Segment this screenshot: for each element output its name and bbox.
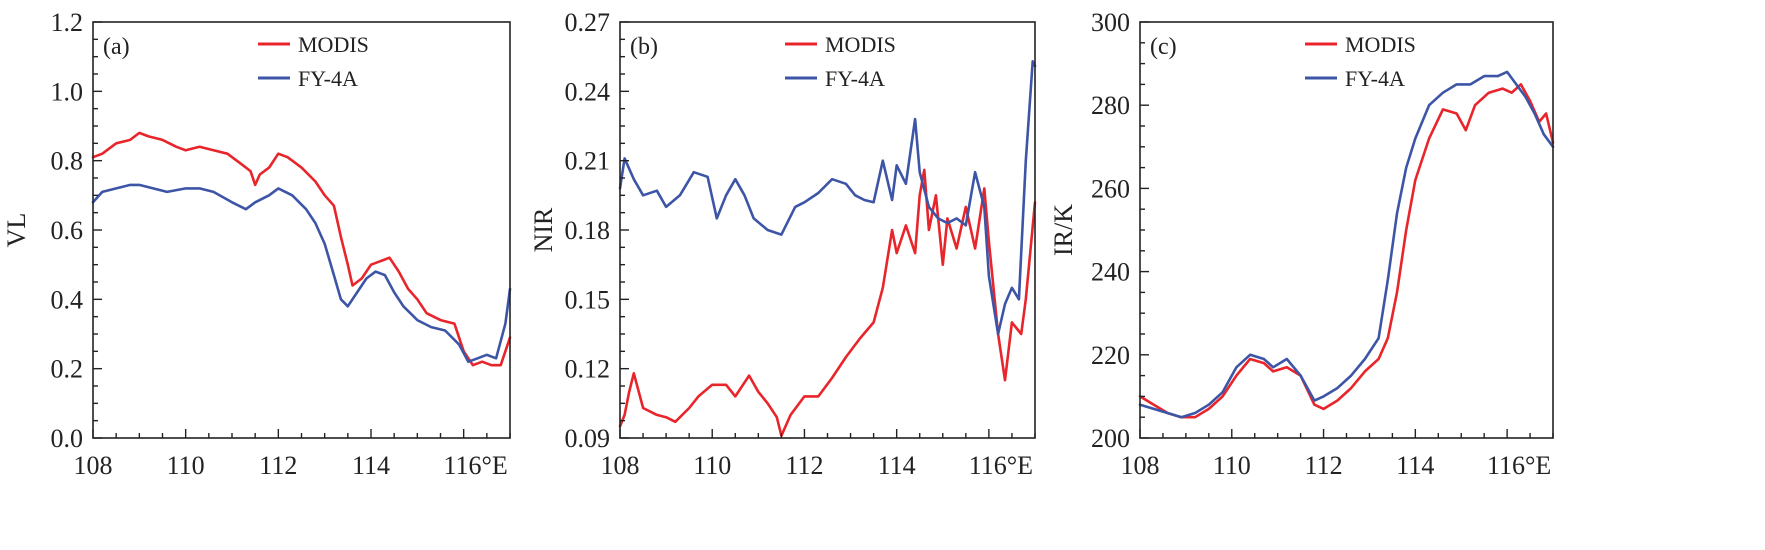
y-tick-label: 1.0 bbox=[51, 77, 84, 106]
y-tick-label: 0.27 bbox=[565, 8, 611, 37]
x-tick-label: 114 bbox=[352, 451, 390, 480]
panel-label: (b) bbox=[630, 34, 658, 60]
legend: MODIS FY-4A bbox=[1305, 32, 1416, 91]
y-tick-label: 0.15 bbox=[565, 285, 611, 314]
y-tick-label: 0.09 bbox=[565, 424, 611, 453]
y-tick-label: 0.0 bbox=[51, 424, 84, 453]
x-tick-label: 108 bbox=[601, 451, 640, 480]
y-tick-label: 0.2 bbox=[51, 355, 84, 384]
series-line-fy4a bbox=[618, 59, 1037, 336]
y-axis-label: VL bbox=[2, 213, 31, 248]
series-line-modis bbox=[91, 131, 512, 367]
legend-label: MODIS bbox=[298, 32, 369, 57]
legend-label: FY-4A bbox=[825, 66, 885, 91]
x-tick-label: 112 bbox=[785, 451, 823, 480]
chart-panel-a: 108 110 112 114 116°E 0.0 0.2 0.4 0.6 0.8 1.0 1.2 VL… bbox=[2, 8, 512, 480]
y-tick-label: 220 bbox=[1091, 341, 1130, 370]
y-tick-label: 240 bbox=[1091, 258, 1130, 287]
legend-label: MODIS bbox=[825, 32, 896, 57]
panel-label: (a) bbox=[103, 34, 130, 60]
legend: MODIS FY-4A bbox=[785, 32, 896, 91]
y-tick-label: 260 bbox=[1091, 174, 1130, 203]
y-axis-label: IR/K bbox=[1049, 204, 1078, 256]
x-tick-label: 110 bbox=[1213, 451, 1251, 480]
y-tick-label: 0.12 bbox=[565, 355, 611, 384]
series-line-fy4a bbox=[1138, 70, 1555, 419]
x-tick-label: 110 bbox=[693, 451, 731, 480]
x-tick-label: 112 bbox=[259, 451, 297, 480]
x-tick-label: 108 bbox=[1121, 451, 1160, 480]
legend-label: FY-4A bbox=[1345, 66, 1405, 91]
x-tick-label: 114 bbox=[1396, 451, 1434, 480]
chart-panel-c: 108 110 112 114 116°E 200 220 240 260 280 300 IR/K (… bbox=[1049, 8, 1555, 480]
chart-panel-b: 108 110 112 114 116°E 0.09 0.12 0.15 0.18 0.21 0.2… bbox=[529, 8, 1037, 480]
x-tick-label: 114 bbox=[878, 451, 916, 480]
legend-label: FY-4A bbox=[298, 66, 358, 91]
y-tick-label: 0.18 bbox=[565, 216, 611, 245]
series-line-fy4a bbox=[91, 183, 512, 364]
x-tick-label: 112 bbox=[1305, 451, 1343, 480]
y-tick-label: 280 bbox=[1091, 91, 1130, 120]
series-line-modis bbox=[618, 168, 1037, 438]
y-tick-label: 0.4 bbox=[51, 285, 84, 314]
panel-label: (c) bbox=[1150, 34, 1177, 60]
y-tick-label: 1.2 bbox=[51, 8, 84, 37]
y-axis-label: NIR bbox=[529, 207, 558, 252]
y-tick-label: 0.21 bbox=[565, 147, 611, 176]
y-tick-label: 0.8 bbox=[51, 147, 84, 176]
legend-label: MODIS bbox=[1345, 32, 1416, 57]
x-tick-label: 108 bbox=[74, 451, 113, 480]
x-tick-label: 110 bbox=[167, 451, 205, 480]
x-tick-label: 116°E bbox=[444, 451, 508, 480]
y-tick-label: 0.24 bbox=[565, 77, 611, 106]
legend: MODIS FY-4A bbox=[258, 32, 369, 91]
y-tick-label: 0.6 bbox=[51, 216, 84, 245]
x-tick-label: 116°E bbox=[969, 451, 1033, 480]
x-tick-label: 116°E bbox=[1487, 451, 1551, 480]
series-line-modis bbox=[1138, 83, 1555, 419]
y-tick-label: 200 bbox=[1091, 424, 1130, 453]
y-tick-label: 300 bbox=[1091, 8, 1130, 37]
